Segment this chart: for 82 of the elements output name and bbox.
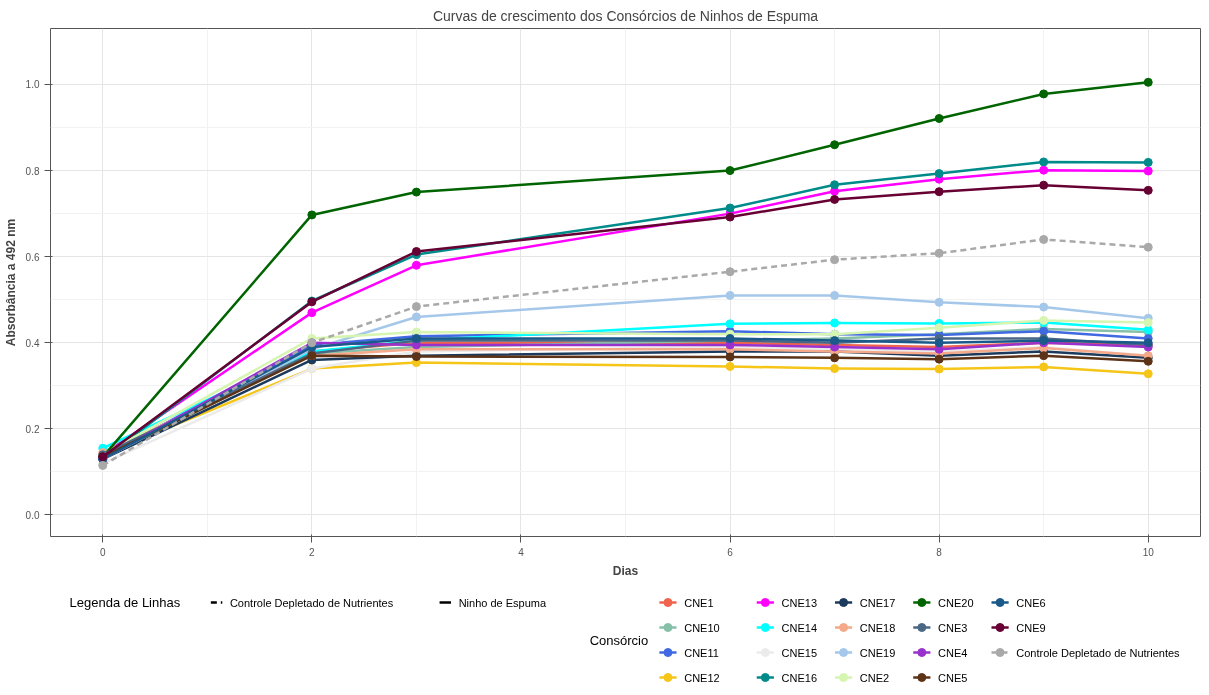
point: [1143, 166, 1153, 176]
point: [1039, 362, 1049, 372]
point: [1143, 369, 1153, 379]
point: [934, 323, 944, 333]
legend-label: CNE4: [938, 646, 968, 659]
point: [411, 187, 421, 197]
x-tick-label: 6: [727, 546, 734, 558]
point: [1143, 242, 1153, 252]
point: [934, 187, 944, 197]
point: [934, 248, 944, 258]
point: [830, 353, 840, 363]
point: [1039, 180, 1049, 190]
point: [411, 312, 421, 322]
point: [725, 361, 735, 371]
legend-label: CNE12: [684, 671, 720, 684]
legend-label: CNE13: [781, 596, 818, 609]
point: [1039, 89, 1049, 99]
text: Legenda de Linhas: [69, 595, 181, 610]
text: Ninho de Espuma: [458, 596, 547, 609]
legend-label: CNE19: [859, 646, 896, 659]
legend-label: Controle Depletado de Nutrientes: [1016, 646, 1181, 659]
point: [307, 308, 317, 318]
x-axis-title: Dias: [612, 563, 639, 578]
point: [830, 364, 840, 374]
y-tick-label: 0.0: [25, 509, 40, 521]
text: Controle Depletado de Nutrientes: [229, 596, 394, 609]
point: [725, 352, 735, 362]
point: [934, 297, 944, 307]
point: [934, 338, 944, 348]
legend-label: CNE18: [859, 621, 896, 634]
point: [725, 203, 735, 213]
y-axis-title: Absorbância a 492 nm: [3, 218, 18, 347]
legend-label: CNE2: [859, 671, 890, 684]
point: [1039, 165, 1049, 175]
point: [830, 140, 840, 150]
point: [725, 319, 735, 329]
legend-title: Consórcio: [589, 633, 649, 648]
legend-label: CNE20: [938, 596, 974, 609]
point: [411, 260, 421, 270]
y-tick-label: 0.8: [25, 165, 40, 177]
legend-label: CNE15: [781, 646, 818, 659]
point: [725, 166, 735, 176]
x-tick-label: 4: [518, 546, 525, 558]
point: [830, 290, 840, 300]
point: [830, 194, 840, 204]
legend-label: CNE5: [938, 671, 968, 684]
point: [830, 180, 840, 190]
point: [934, 364, 944, 374]
point: [1143, 157, 1153, 167]
x-tick-label: 2: [309, 546, 316, 558]
y-tick-label: 0.4: [25, 337, 40, 349]
legend-label: CNE9: [1016, 621, 1046, 634]
x-tick-label: 0: [99, 546, 106, 558]
point: [830, 318, 840, 328]
legend-label: CNE10: [684, 621, 720, 634]
point: [725, 290, 735, 300]
x-tick-label: 8: [936, 546, 943, 558]
point: [1039, 157, 1049, 167]
point: [411, 302, 421, 312]
point: [1143, 77, 1153, 87]
point: [1143, 318, 1153, 328]
legend-label: CNE1: [684, 596, 714, 609]
y-tick-label: 0.6: [25, 251, 40, 263]
y-tick-label: 0.2: [25, 423, 40, 435]
x-tick-label: 10: [1142, 546, 1155, 558]
point: [1039, 302, 1049, 312]
legend-label: CNE6: [1016, 596, 1046, 609]
y-tick-label: 1.0: [25, 79, 40, 91]
point: [934, 169, 944, 179]
legend-label: CNE3: [938, 621, 968, 634]
point: [934, 113, 944, 123]
chart-title: Curvas de crescimento dos Consórcios de Ninhos de Espuma: [432, 7, 819, 24]
point: [1039, 351, 1049, 361]
point: [725, 267, 735, 277]
legend-label: CNE16: [781, 671, 818, 684]
legend-label: CNE14: [781, 621, 818, 634]
legend-label: CNE11: [684, 646, 719, 659]
point: [1143, 185, 1153, 195]
point: [1039, 234, 1049, 244]
point: [830, 255, 840, 265]
point: [307, 210, 317, 220]
legend-label: CNE17: [859, 596, 896, 609]
